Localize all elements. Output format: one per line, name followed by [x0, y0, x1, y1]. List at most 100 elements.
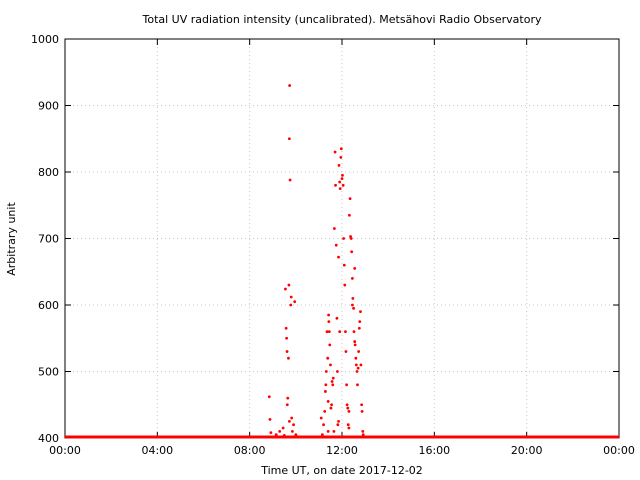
data-point: [347, 410, 351, 413]
data-point: [324, 370, 328, 373]
data-point: [326, 356, 330, 360]
data-point: [357, 326, 361, 330]
data-point: [292, 423, 295, 427]
data-point: [288, 178, 292, 182]
data-point: [287, 419, 291, 423]
data-point: [327, 320, 331, 324]
data-point: [350, 250, 354, 254]
data-point: [322, 423, 325, 427]
data-point: [268, 417, 272, 421]
data-point: [324, 383, 328, 387]
data-point: [351, 296, 355, 300]
data-point: [287, 137, 291, 141]
data-point: [285, 336, 288, 340]
data-point: [278, 429, 282, 433]
data-point: [343, 283, 347, 287]
data-point: [332, 429, 336, 433]
data-point: [289, 295, 293, 299]
data-point: [326, 400, 330, 403]
x-tick-label: 00:00: [603, 444, 635, 457]
data-point: [353, 267, 357, 270]
data-point: [325, 330, 329, 333]
data-point: [330, 403, 334, 407]
data-point: [342, 237, 346, 240]
data-point: [331, 383, 335, 387]
data-point: [354, 356, 358, 360]
data-point: [332, 227, 336, 230]
data-point: [323, 410, 327, 413]
x-tick-label: 04:00: [141, 444, 173, 457]
x-tick-label: 00:00: [49, 444, 81, 457]
data-point: [319, 416, 323, 420]
grid-lines: [65, 39, 619, 438]
data-point: [350, 303, 354, 307]
data-point: [358, 320, 362, 324]
y-tick-label: 400: [38, 432, 59, 445]
data-point: [337, 163, 341, 167]
data-point: [326, 429, 330, 433]
data-point: [342, 263, 346, 267]
data-point: [356, 366, 360, 370]
data-point: [335, 370, 339, 373]
data-point: [293, 300, 297, 304]
data-point: [287, 356, 290, 360]
y-tick-labels: 400 500 600 700 800 900 1000: [31, 33, 59, 445]
data-point: [339, 147, 343, 151]
data-point: [338, 187, 342, 191]
data-point: [286, 396, 290, 400]
data-point: [328, 343, 332, 347]
data-point: [327, 313, 331, 317]
data-point: [327, 330, 331, 333]
data-points: [65, 84, 619, 439]
x-axis-label: Time UT, on date 2017-12-02: [260, 464, 423, 477]
data-point: [282, 433, 286, 437]
data-point: [285, 350, 289, 353]
data-point: [285, 403, 289, 407]
chart-title: Total UV radiation intensity (uncalibrat…: [142, 13, 542, 26]
data-point: [347, 213, 351, 217]
data-point: [354, 363, 358, 367]
y-tick-label: 900: [38, 100, 59, 113]
data-point: [359, 363, 363, 367]
data-point: [284, 326, 288, 330]
data-point: [323, 390, 327, 393]
data-point: [340, 177, 344, 181]
data-point: [284, 287, 287, 291]
data-point: [335, 316, 339, 320]
x-tick-label: 20:00: [511, 444, 543, 457]
data-point: [288, 84, 292, 87]
y-tick-label: 800: [38, 166, 59, 179]
data-point: [345, 403, 349, 407]
data-point: [295, 435, 299, 439]
data-point: [337, 255, 340, 259]
data-point: [350, 277, 354, 280]
data-point: [361, 433, 365, 437]
data-point: [360, 410, 364, 413]
data-point: [361, 429, 365, 433]
data-point: [320, 433, 324, 437]
x-tick-label: 16:00: [418, 444, 450, 457]
data-point: [287, 283, 291, 287]
data-point: [338, 330, 342, 333]
data-point: [348, 197, 352, 201]
data-point: [347, 426, 351, 430]
x-tick-label: 08:00: [234, 444, 266, 457]
y-axis-label: Arbitrary unit: [5, 202, 18, 276]
data-point: [333, 150, 337, 154]
data-point: [360, 403, 364, 407]
data-point: [334, 243, 338, 247]
data-point: [290, 416, 294, 420]
data-point: [267, 395, 271, 399]
data-point: [353, 343, 357, 347]
data-point: [269, 431, 273, 435]
data-point: [329, 406, 333, 410]
data-point: [281, 426, 285, 430]
x-tick-labels: 00:00 04:00 08:00 12:00 16:00 20:00 00:00: [49, 444, 635, 457]
x-tick-label: 12:00: [326, 444, 358, 457]
y-tick-label: 700: [38, 233, 59, 246]
y-tick-label: 600: [38, 299, 59, 312]
data-point: [337, 419, 340, 423]
data-point: [352, 306, 355, 310]
data-point: [344, 330, 347, 333]
